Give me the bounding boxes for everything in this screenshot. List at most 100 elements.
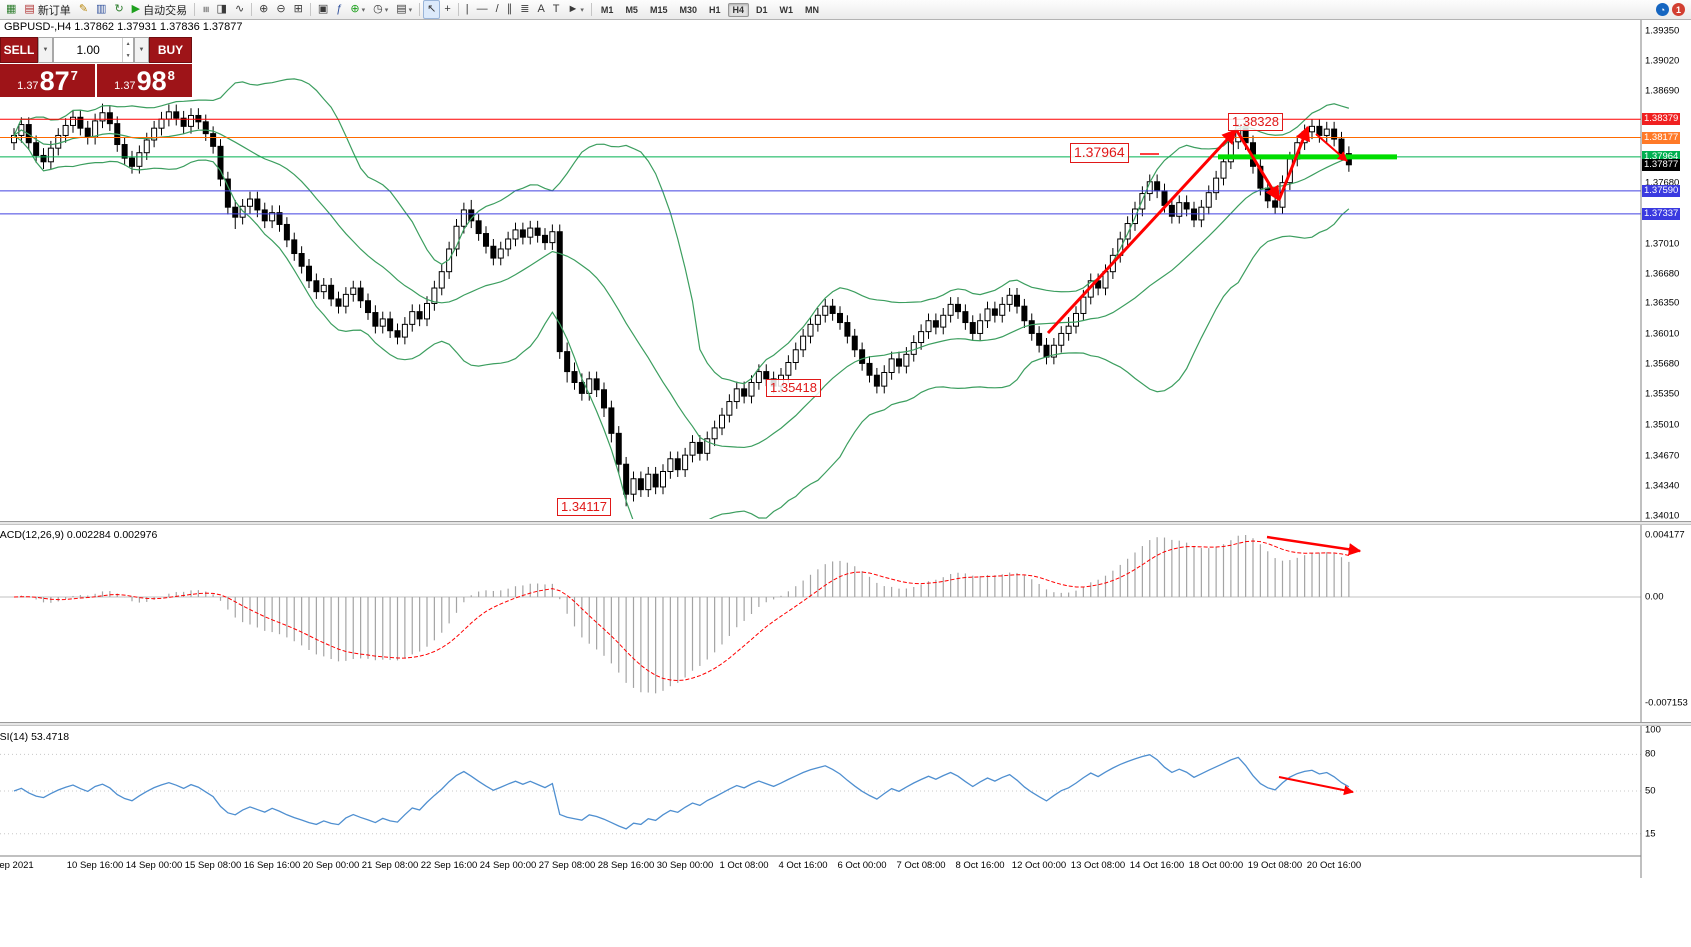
bollinger-lower-band (13, 134, 1350, 519)
time-axis-label: 4 Oct 16:00 (778, 860, 828, 871)
price-axis-label: 1.34340 (1645, 480, 1680, 492)
templates-icon[interactable]: ▤ ▾ (392, 0, 416, 19)
price-axis-label: 1.39350 (1645, 25, 1680, 37)
refresh-icon[interactable]: ↻ (110, 0, 127, 19)
metaeditor-icon[interactable]: ✎ (75, 0, 92, 19)
volume-decrease-dropdown[interactable]: ▼ (38, 37, 53, 63)
price-axis-label: 1.37680 (1645, 177, 1680, 189)
time-axis-label: 27 Sep 08:00 (538, 860, 596, 871)
bollinger-upper-band (13, 78, 1350, 385)
periods-dropdown-arrow[interactable]: ▾ (384, 6, 389, 14)
price-axis-badge: 1.37590 (1642, 184, 1681, 197)
trend-arrow-1[interactable] (1235, 130, 1281, 202)
new-order-button[interactable]: ▤ 新订单 (20, 0, 74, 19)
zoom-out-icon[interactable]: ⊖ (272, 0, 289, 19)
toolbar-separator (251, 3, 253, 16)
periods-icon[interactable]: ◷ ▾ (369, 0, 392, 19)
time-axis-label: 20 Sep 00:00 (302, 860, 360, 871)
timeframe-m15-button[interactable]: M15 (649, 4, 668, 15)
alerts-icon[interactable]: 1 (1672, 3, 1685, 16)
equidistant-channel-icon[interactable]: ∥ (503, 0, 517, 19)
price-annotation[interactable]: 1.37964 (1070, 143, 1129, 163)
trend-arrow-0[interactable] (1046, 128, 1238, 335)
bollinger-middle-band (13, 129, 1350, 449)
text-label-icon[interactable]: T (549, 0, 564, 19)
auto-arrange-glyph: ▣ (317, 3, 329, 15)
candlestick-chart-icon[interactable]: ◨ (213, 0, 231, 19)
sell-button[interactable]: SELL (0, 37, 38, 63)
time-axis-label: 14 Sep 00:00 (125, 860, 183, 871)
timeframe-m1-button[interactable]: M1 (600, 4, 614, 15)
price-axis-label: 1.34670 (1645, 450, 1680, 462)
market-watch-icon[interactable]: ▥ (92, 0, 110, 19)
cursor-icon[interactable]: ↖ (423, 0, 441, 19)
time-axis-label: 22 Sep 16:00 (420, 860, 478, 871)
arrows-tool-dropdown-arrow[interactable]: ▾ (580, 6, 584, 14)
zoom-in-glyph: ⊕ (259, 3, 269, 15)
volume-spinner[interactable]: ▲ ▼ (122, 38, 133, 62)
bollinger-bands (13, 78, 1350, 519)
trade-panel-quotes: 1.37 87 7 1.37 98 8 (0, 64, 192, 97)
bar-chart-icon[interactable]: ≡ (198, 0, 212, 19)
time-axis-label: Sep 2021 (0, 860, 34, 871)
crosshair-icon[interactable]: + (440, 0, 454, 19)
spin-up-icon[interactable]: ▲ (125, 41, 131, 47)
trend-arrow-6[interactable] (1278, 776, 1354, 796)
horizontal-line-icon[interactable]: — (473, 0, 492, 19)
bid-pipette: 7 (70, 68, 78, 83)
panel-separator-rsi[interactable] (0, 722, 1691, 726)
rsi-line (13, 754, 1350, 830)
time-axis-label: 7 Oct 08:00 (896, 860, 946, 871)
price-annotation[interactable]: 1.34117 (557, 498, 612, 517)
price-axis-badge: 1.37877 (1642, 158, 1681, 171)
text-icon[interactable]: A (533, 0, 548, 19)
panel-separator-macd[interactable] (0, 521, 1691, 525)
text-glyph: A (537, 3, 545, 15)
new-chart-glyph: ▦ (6, 3, 17, 15)
add-indicator-icon[interactable]: ⊕ ▾ (346, 0, 369, 19)
timeframe-w1-button[interactable]: W1 (779, 4, 794, 15)
timeframe-h1-button[interactable]: H1 (708, 4, 721, 15)
timeframe-mn-button[interactable]: MN (805, 4, 820, 15)
trend-arrow-3[interactable] (1315, 133, 1348, 162)
zoom-in-icon[interactable]: ⊕ (255, 0, 272, 19)
indicators-icon[interactable]: ƒ (332, 0, 346, 19)
arrows-tool-glyph: ► (567, 3, 579, 15)
arrows-tool-icon[interactable]: ► ▾ (564, 0, 588, 19)
auto-arrange-icon[interactable]: ▣ (314, 0, 332, 19)
price-annotation[interactable]: 1.35418 (766, 379, 821, 398)
autotrading-button[interactable]: ▶ 自动交易 (128, 0, 191, 19)
timeframe-d1-button[interactable]: D1 (756, 4, 768, 15)
fibonacci-icon[interactable]: ≣ (516, 0, 533, 19)
time-axis-label: 1 Oct 08:00 (719, 860, 769, 871)
tile-windows-icon[interactable]: ⊞ (290, 0, 307, 19)
bid-price-display[interactable]: 1.37 87 7 (0, 64, 95, 97)
ask-price-display[interactable]: 1.37 98 8 (97, 64, 192, 97)
trend-arrow-2[interactable] (1277, 125, 1310, 201)
candles-layer (11, 103, 1352, 507)
line-chart-icon[interactable]: ∿ (231, 0, 248, 19)
trendline-icon[interactable]: / (492, 0, 503, 19)
vertical-line-icon[interactable]: | (462, 0, 473, 19)
templates-dropdown-arrow[interactable]: ▾ (408, 6, 413, 14)
time-axis-label: 12 Oct 00:00 (1011, 860, 1067, 871)
time-axis-label: 8 Oct 16:00 (955, 860, 1005, 871)
new-order-label: 新订单 (37, 4, 71, 17)
spin-down-icon[interactable]: ▼ (125, 53, 131, 59)
toolbar-separator (457, 3, 459, 16)
trend-arrow-5[interactable] (1266, 535, 1362, 556)
one-click-trading-panel: SELL ▼ ▲ ▼ ▼ BUY 1.37 87 7 1.37 98 8 (0, 37, 192, 97)
price-annotation[interactable]: 1.38328 (1228, 113, 1283, 132)
price-axis-label: 1.36680 (1645, 268, 1680, 279)
timeframe-m30-button[interactable]: M30 (679, 4, 697, 15)
volume-input[interactable] (54, 38, 123, 62)
add-indicator-dropdown-arrow[interactable]: ▾ (361, 6, 366, 14)
timeframe-m5-button[interactable]: M5 (625, 4, 638, 15)
timeframe-h4-button[interactable]: H4 (727, 2, 750, 17)
autotrading-label: 自动交易 (143, 4, 188, 17)
community-icon[interactable]: ◔ (1656, 3, 1669, 16)
new-chart-icon[interactable]: ▦ (2, 0, 20, 19)
volume-increase-dropdown[interactable]: ▼ (134, 37, 149, 63)
buy-button[interactable]: BUY (149, 37, 192, 63)
